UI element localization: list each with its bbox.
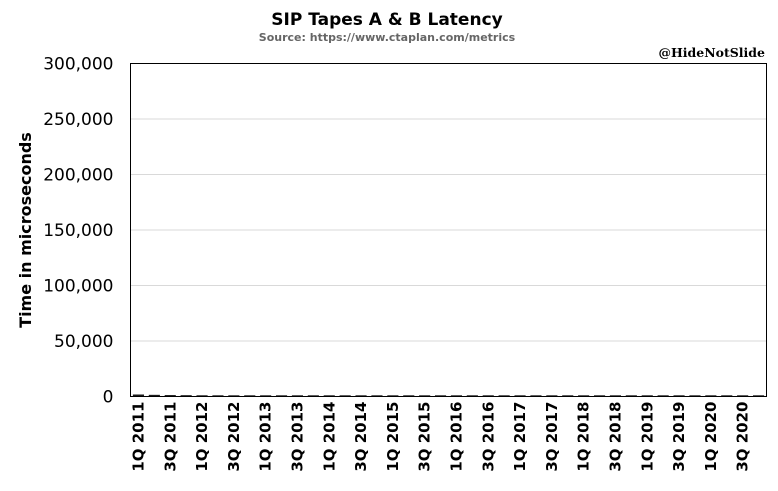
x-tick-label: 3Q 2013 — [288, 402, 306, 472]
bar-4q-2019 — [689, 395, 701, 397]
bar-1q-2013 — [260, 395, 272, 397]
gridlines — [130, 118, 767, 342]
bar-2q-2016 — [466, 395, 478, 397]
plot-frame — [130, 63, 767, 397]
bar-2q-2019 — [657, 395, 669, 397]
bar-2q-2018 — [593, 395, 606, 397]
bar-3q-2011 — [164, 395, 176, 397]
x-tick-label: 1Q 2012 — [193, 402, 211, 472]
bar-3q-2013 — [291, 395, 304, 397]
bar-3q-2017 — [546, 395, 558, 397]
bar-1q-2019 — [641, 395, 653, 397]
bar-3q-2019 — [673, 395, 685, 397]
bar-3q-2020 — [737, 395, 749, 397]
y-tick-label: 250,000 — [43, 110, 113, 130]
y-tick-label: 300,000 — [43, 55, 113, 75]
x-tick-label: 3Q 2017 — [543, 402, 561, 472]
x-tick-label: 1Q 2015 — [384, 402, 402, 472]
x-tick-label: 3Q 2019 — [670, 402, 688, 472]
chart-credit: @HideNotSlide — [658, 45, 765, 60]
x-tick-label: 1Q 2014 — [320, 402, 338, 472]
x-tick-label: 1Q 2013 — [257, 402, 275, 472]
bar-4q-2018 — [625, 395, 637, 397]
bar-1q-2018 — [578, 395, 590, 397]
bars — [132, 394, 765, 397]
bar-4q-2014 — [371, 395, 383, 397]
bar-3q-2016 — [482, 395, 494, 397]
bar-4q-2017 — [562, 395, 574, 397]
bar-3q-2014 — [355, 395, 367, 397]
chart-title: SIP Tapes A & B Latency — [271, 10, 502, 30]
x-tick-label: 3Q 2012 — [225, 402, 243, 472]
y-axis-label: Time in microseconds — [16, 132, 35, 328]
y-tick-label: 200,000 — [43, 166, 113, 186]
y-tick-label: 150,000 — [43, 221, 113, 241]
y-axis-ticks: 0 50,000 100,000 150,000 200,000 250,000 300,0… — [43, 55, 113, 408]
bar-2q-2013 — [275, 395, 288, 397]
bar-4q-2012 — [244, 395, 256, 397]
x-tick-label: 3Q 2011 — [161, 402, 179, 472]
bar-4q-2011 — [180, 395, 192, 397]
y-tick-label: 100,000 — [43, 277, 113, 297]
bar-3q-2015 — [419, 395, 431, 397]
x-tick-label: 3Q 2020 — [734, 402, 752, 472]
x-tick-label: 3Q 2014 — [352, 402, 370, 472]
bar-3q-2018 — [609, 395, 622, 397]
x-tick-label: 1Q 2019 — [638, 402, 656, 472]
y-tick-label: 0 — [103, 388, 114, 408]
bar-4q-2016 — [498, 395, 510, 397]
bar-2q-2011 — [148, 394, 160, 397]
y-tick-label: 50,000 — [54, 332, 113, 352]
chart-subtitle: Source: https://www.ctaplan.com/metrics — [259, 31, 516, 44]
bar-1q-2012 — [196, 395, 208, 397]
x-axis-ticks: 1Q 2011 3Q 2011 1Q 2012 3Q 2012 1Q 2013 3Q 20… — [129, 402, 751, 472]
x-tick-label: 1Q 2016 — [447, 402, 465, 472]
bar-2q-2017 — [530, 395, 542, 397]
x-tick-label: 1Q 2020 — [702, 402, 720, 472]
bar-1q-2016 — [450, 395, 463, 397]
bar-2q-2012 — [212, 395, 224, 397]
bar-2q-2014 — [339, 395, 351, 397]
bar-4q-2015 — [434, 395, 447, 397]
bar-1q-2011 — [132, 394, 145, 397]
x-tick-label: 1Q 2018 — [575, 402, 593, 472]
bar-4q-2013 — [307, 395, 319, 397]
x-tick-label: 3Q 2018 — [606, 402, 624, 472]
bar-2q-2020 — [721, 395, 733, 397]
x-tick-label: 3Q 2015 — [416, 402, 434, 472]
x-tick-label: 1Q 2011 — [129, 402, 147, 472]
bar-2q-2015 — [403, 395, 415, 397]
bar-4q-2020 — [752, 395, 765, 397]
bar-1q-2015 — [387, 395, 399, 397]
bar-1q-2017 — [514, 395, 526, 397]
bar-1q-2020 — [705, 395, 717, 397]
x-tick-label: 1Q 2017 — [511, 402, 529, 472]
bar-1q-2014 — [323, 395, 335, 397]
x-tick-label: 3Q 2016 — [479, 402, 497, 472]
bar-3q-2012 — [228, 395, 240, 397]
